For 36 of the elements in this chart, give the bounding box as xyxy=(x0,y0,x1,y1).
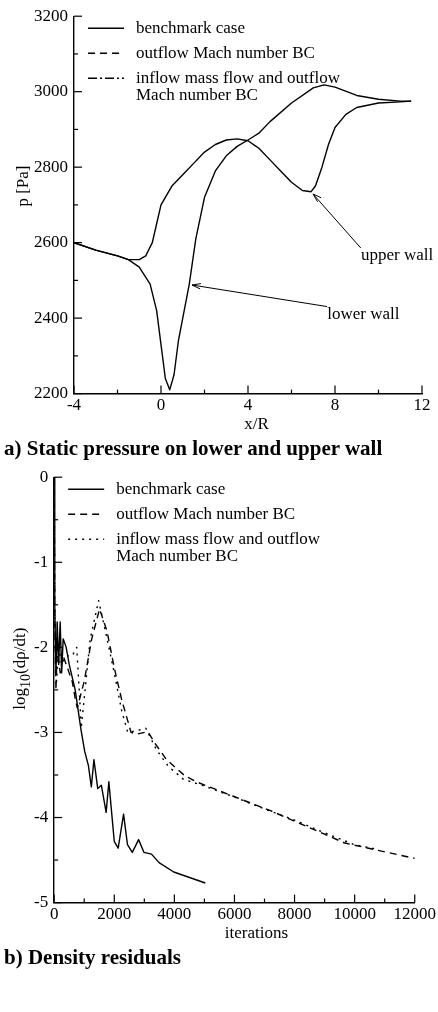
annotation: lower wall xyxy=(327,303,400,323)
x-tick-label: 4 xyxy=(243,395,253,415)
y-axis-title: p [Pa] xyxy=(12,165,33,207)
y-tick-label: -2 xyxy=(33,636,49,656)
y-tick-label: -4 xyxy=(33,806,49,826)
x-tick-label: 8000 xyxy=(277,904,312,924)
x-axis-title: iterations xyxy=(223,923,290,943)
x-tick-label: 6000 xyxy=(217,904,252,924)
legend-label: outflow Mach number BC xyxy=(136,42,315,62)
text: a) Static pressure on lower and upper wall xyxy=(4,436,384,461)
x-tick-label: 2000 xyxy=(97,904,132,924)
y-tick-label: 2800 xyxy=(34,156,68,176)
y-tick-label: -3 xyxy=(33,721,49,741)
y-tick-label: 0 xyxy=(39,466,49,486)
x-tick-label: 12 xyxy=(413,395,431,415)
y-tick-label: -1 xyxy=(33,551,49,571)
legend-label: benchmark case xyxy=(116,478,226,498)
legend-label: inflow mass flow and outflow Mach number BC xyxy=(116,528,321,565)
x-tick-label: 12000 xyxy=(393,904,436,924)
x-axis-title: x/R xyxy=(243,414,270,434)
y-tick-label: 2200 xyxy=(34,383,68,403)
annotation: upper wall xyxy=(361,245,434,265)
legend-label: outflow Mach number BC xyxy=(116,503,296,523)
x-tick-label: -4 xyxy=(66,395,82,415)
legend-label: benchmark case xyxy=(136,17,246,37)
legend-label: inflow mass flow and outflow Mach number BC xyxy=(136,67,341,104)
x-tick-label: 10000 xyxy=(333,904,376,924)
x-tick-label: 8 xyxy=(330,395,340,415)
y-tick-label: 3200 xyxy=(34,5,68,25)
text: b) Density residuals xyxy=(4,945,182,970)
y-tick-label: 2600 xyxy=(34,232,68,252)
y-tick-label: -5 xyxy=(33,892,49,912)
x-tick-label: 0 xyxy=(156,395,166,415)
x-tick-label: 4000 xyxy=(157,904,192,924)
y-tick-label: 3000 xyxy=(34,81,68,101)
y-tick-label: 2400 xyxy=(34,307,68,327)
